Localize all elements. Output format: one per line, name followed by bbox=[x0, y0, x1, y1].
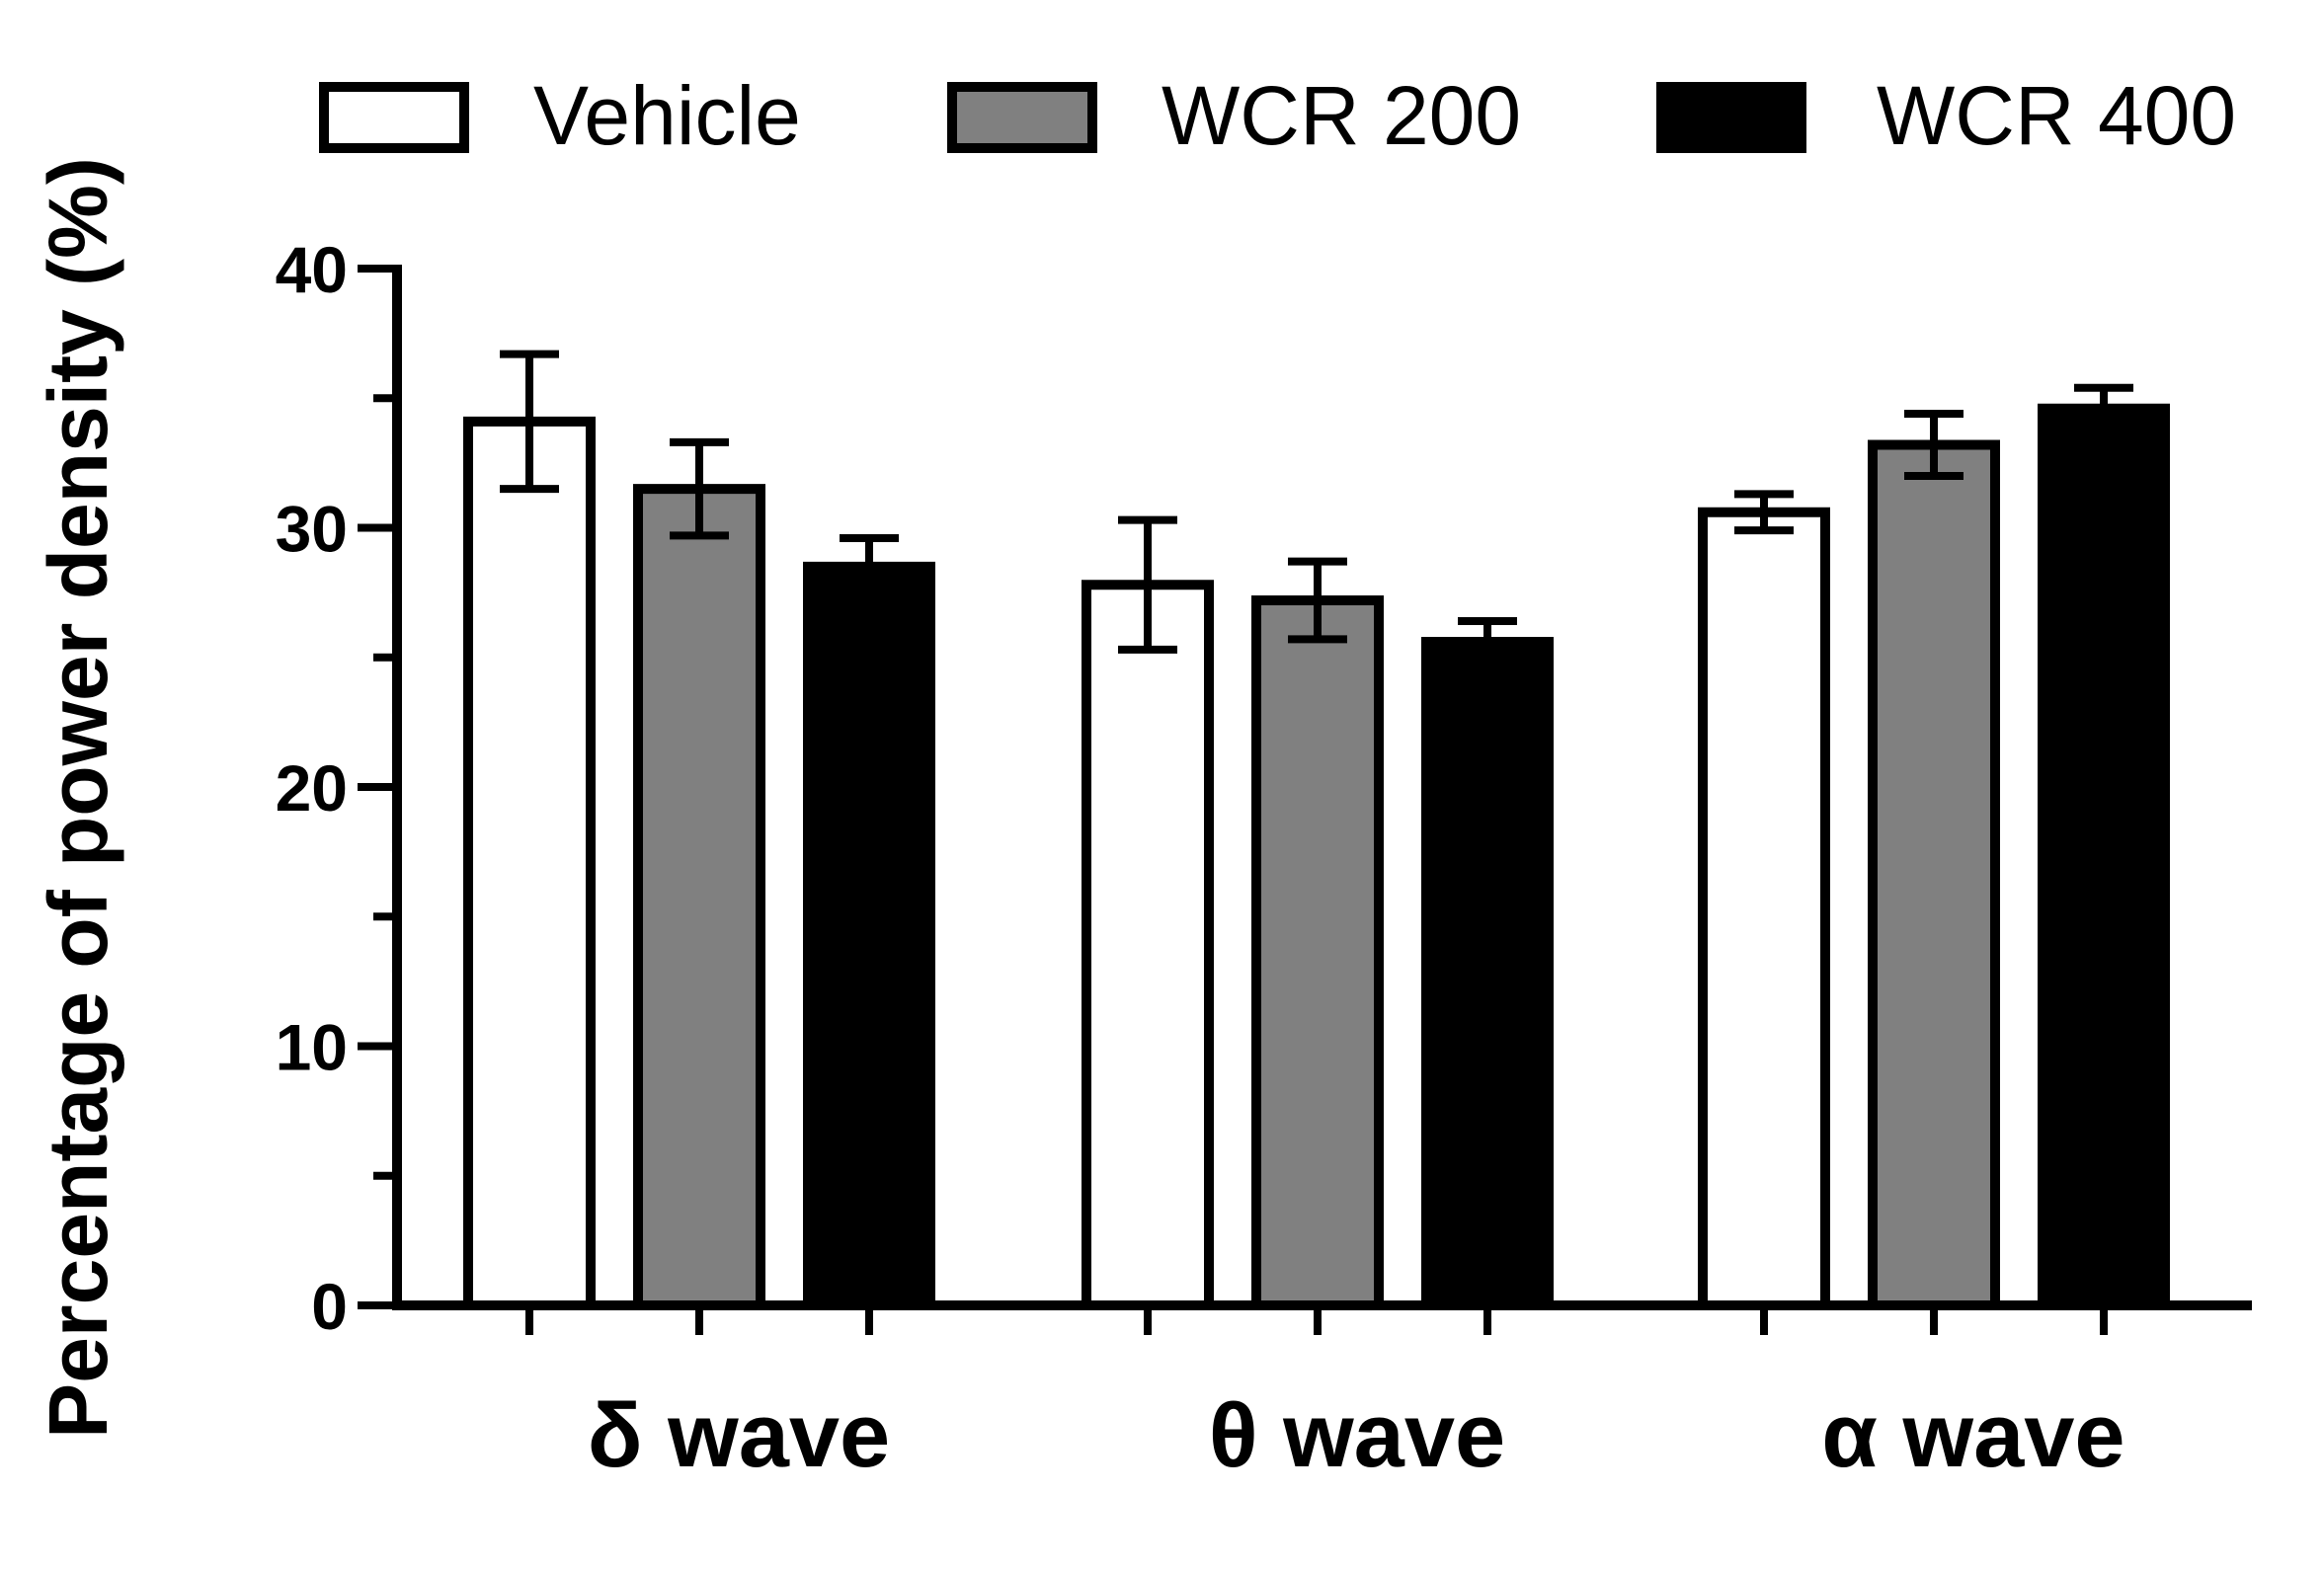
legend-label-wcr-400: WCR 400 bbox=[1877, 69, 2236, 162]
y-tick-label-30: 30 bbox=[276, 493, 348, 566]
x-category-label-0: δ wave bbox=[588, 1385, 890, 1486]
legend-swatch-wcr-400 bbox=[1656, 82, 1806, 153]
legend-label-wcr-200: WCR 200 bbox=[1162, 69, 1521, 162]
bar-vehicle-2 bbox=[1698, 507, 1830, 1310]
bar-wcr-200-2 bbox=[1868, 439, 2000, 1310]
bar-wcr-200-1 bbox=[1251, 595, 1384, 1310]
bar-vehicle-1 bbox=[1082, 580, 1214, 1310]
x-category-label-1: θ wave bbox=[1209, 1385, 1505, 1486]
bar-vehicle-0 bbox=[463, 416, 596, 1310]
y-axis-label: Percentage of power density (%) bbox=[32, 157, 124, 1439]
y-tick-label-20: 20 bbox=[276, 751, 348, 825]
legend-swatch-wcr-200 bbox=[947, 82, 1097, 153]
y-tick-label-0: 0 bbox=[311, 1270, 348, 1343]
legend-label-vehicle: Vehicle bbox=[533, 69, 801, 162]
x-category-label-2: α wave bbox=[1821, 1385, 2124, 1486]
bar-wcr-400-0 bbox=[803, 561, 935, 1310]
legend-swatch-vehicle bbox=[319, 82, 469, 153]
bar-wcr-400-1 bbox=[1421, 637, 1554, 1310]
bar-wcr-400-2 bbox=[2038, 403, 2170, 1310]
bar-wcr-200-0 bbox=[633, 484, 765, 1310]
y-tick-label-40: 40 bbox=[276, 233, 348, 306]
y-tick-label-10: 10 bbox=[276, 1011, 348, 1084]
